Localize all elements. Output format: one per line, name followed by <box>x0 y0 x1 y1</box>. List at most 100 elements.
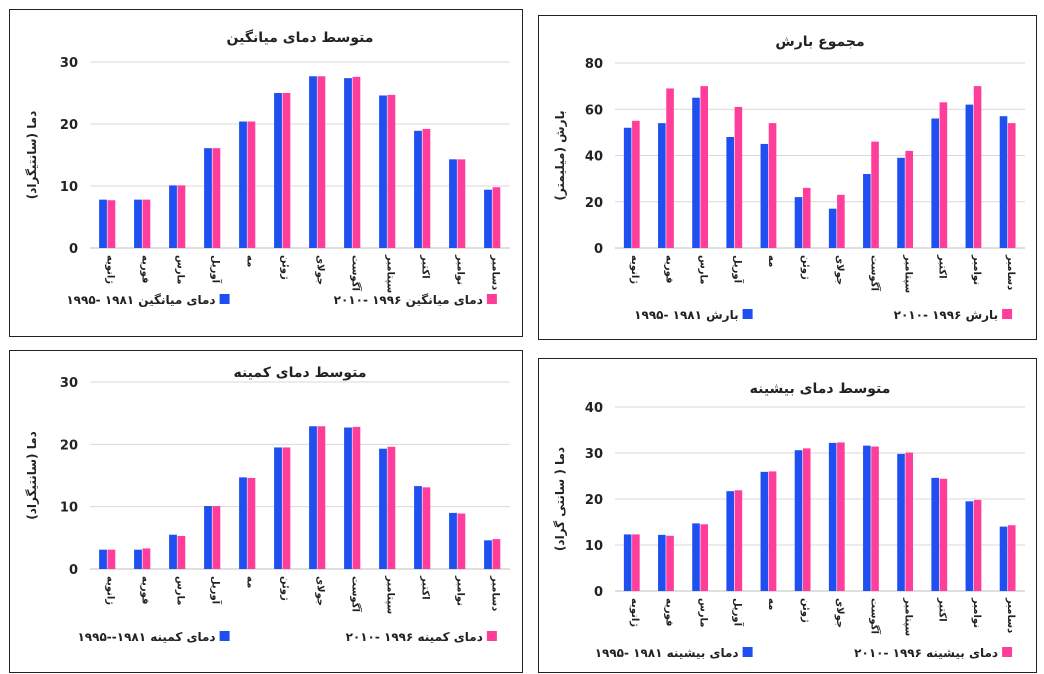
legend-label-series-2: ۲۰۱۰- ۱۹۹۶ بارش <box>894 308 998 322</box>
bar-series-2 <box>352 76 361 248</box>
legend-marker-series-1 <box>219 631 230 641</box>
x-tick-label: فوریه <box>663 255 674 283</box>
bar-series-1 <box>134 199 142 248</box>
x-tick-label: ژانویه <box>105 255 116 284</box>
bar-series-2 <box>905 452 914 591</box>
bar-series-1 <box>274 447 282 569</box>
x-tick-label: آوریل <box>732 255 745 284</box>
bar-series-2 <box>905 150 914 248</box>
min-temperature-chart-panel: متوسط دمای کمینه 0 10 20 30 دما (سانتیگراد) ژا… <box>9 350 523 673</box>
x-tick-label: ژانویه <box>629 255 640 284</box>
y-tick-label: 40 <box>585 150 603 165</box>
bar-series-2 <box>939 478 948 591</box>
legend-label-series-1: ۱۹۹۵- ۱۹۸۱ دمای میانگین <box>66 293 215 307</box>
y-axis-label: دما ( سانتی گراد) <box>553 447 567 551</box>
bar-series-2 <box>282 93 291 248</box>
bar-series-2 <box>939 102 948 248</box>
bar-series-1 <box>99 549 107 569</box>
bar-series-2 <box>632 120 640 248</box>
bar-series-1 <box>863 445 871 591</box>
chart-title: متوسط دمای میانگین <box>227 29 374 46</box>
bar-series-1 <box>414 130 422 248</box>
max-temperature-chart-panel: متوسط دمای بیشینه 0 10 20 30 40 دما ( سانتی گر… <box>538 358 1037 673</box>
bar-series-1 <box>828 442 837 591</box>
bar-series-2 <box>734 106 743 248</box>
max-temperature-chart: متوسط دمای بیشینه 0 10 20 30 40 دما ( سانتی گر… <box>553 381 1025 660</box>
bar-series-1 <box>99 199 107 248</box>
bar-series-2 <box>142 548 151 569</box>
x-tick-label: جولای <box>834 598 845 628</box>
bar-series-1 <box>726 137 734 248</box>
x-tick-label: نوامبر <box>971 254 982 285</box>
bar-series-1 <box>414 486 422 569</box>
x-tick-label: مارس <box>175 255 186 285</box>
bar-series-2 <box>700 86 709 248</box>
x-tick-label: ژوئن <box>280 576 291 601</box>
bar-series-1 <box>204 148 212 248</box>
bar-series-1 <box>931 477 939 591</box>
bar-series-1 <box>692 97 700 248</box>
x-tick-label: آوریل <box>732 598 745 627</box>
bar-series-2 <box>871 141 879 248</box>
bar-series-1 <box>863 174 871 248</box>
bar-series-2 <box>632 534 640 591</box>
bar-series-2 <box>1007 123 1016 248</box>
x-tick-label: آگوست <box>868 255 881 292</box>
bar-series-2 <box>422 128 431 248</box>
bar-series-2 <box>802 448 811 591</box>
y-tick-label: 0 <box>594 585 603 600</box>
bar-series-2 <box>422 487 431 569</box>
bar-series-2 <box>666 535 674 591</box>
bar-series-1 <box>760 471 769 591</box>
chart-title: متوسط دمای بیشینه <box>750 381 891 397</box>
y-tick-label: 10 <box>60 180 78 195</box>
bar-series-1 <box>623 127 632 248</box>
bar-series-2 <box>247 121 256 248</box>
bar-series-2 <box>212 148 221 248</box>
bar-series-2 <box>247 477 256 569</box>
y-tick-label: 20 <box>585 196 603 211</box>
y-axis-label: بارش (میلیمتر) <box>553 110 567 200</box>
bar-series-2 <box>282 447 291 569</box>
bar-series-1 <box>760 143 769 248</box>
legend-label-series-2: ۲۰۱۰- ۱۹۹۶ دمای بیشینه <box>854 646 998 660</box>
bar-series-2 <box>177 535 186 569</box>
legend-marker-series-2 <box>1002 647 1013 657</box>
x-tick-label: اکتبر <box>937 254 948 279</box>
bar-series-2 <box>768 123 777 248</box>
y-tick-label: 0 <box>69 242 78 257</box>
bar-series-1 <box>999 526 1008 591</box>
bar-series-1 <box>965 501 974 591</box>
x-tick-label: نوامبر <box>455 575 466 606</box>
x-tick-label: مه <box>245 255 256 267</box>
bar-series-1 <box>897 453 905 591</box>
bar-series-2 <box>837 194 845 248</box>
precipitation-chart: مجموع بارش 0 20 40 60 80 بارش (میلیمتر) ژانویه ف… <box>553 34 1025 322</box>
bar-series-2 <box>177 185 186 248</box>
precipitation-chart-panel: مجموع بارش 0 20 40 60 80 بارش (میلیمتر) ژانویه ف… <box>538 15 1037 340</box>
mean-temperature-chart-panel: متوسط دمای میانگین 0 10 20 30 دما (سانتیگراد)… <box>9 9 523 337</box>
x-tick-label: آوریل <box>210 576 223 605</box>
x-tick-label: مه <box>766 255 777 267</box>
bar-series-1 <box>379 95 387 248</box>
y-tick-label: 0 <box>594 242 603 257</box>
y-axis-label: دما (سانتیگراد) <box>25 111 39 200</box>
x-tick-label: ژانویه <box>629 598 640 627</box>
y-tick-label: 0 <box>69 563 78 578</box>
bar-series-1 <box>692 523 700 591</box>
x-tick-label: اکتبر <box>937 597 948 622</box>
x-tick-label: مارس <box>697 598 708 628</box>
x-tick-label: آگوست <box>868 598 881 635</box>
bar-series-1 <box>623 534 632 591</box>
x-tick-label: ژانویه <box>105 576 116 605</box>
x-tick-label: نوامبر <box>971 597 982 628</box>
y-tick-label: 10 <box>60 501 78 516</box>
x-tick-label: آگوست <box>350 255 363 292</box>
bar-series-1 <box>344 427 352 569</box>
legend-label-series-1: ۱۹۹۵- ۱۹۸۱ بارش <box>634 308 738 322</box>
mean-temperature-chart: متوسط دمای میانگین 0 10 20 30 دما (سانتیگراد)… <box>25 29 510 307</box>
bar-series-1 <box>726 491 734 591</box>
bar-series-1 <box>134 549 142 569</box>
bar-series-2 <box>317 76 326 248</box>
bar-series-2 <box>387 446 396 569</box>
